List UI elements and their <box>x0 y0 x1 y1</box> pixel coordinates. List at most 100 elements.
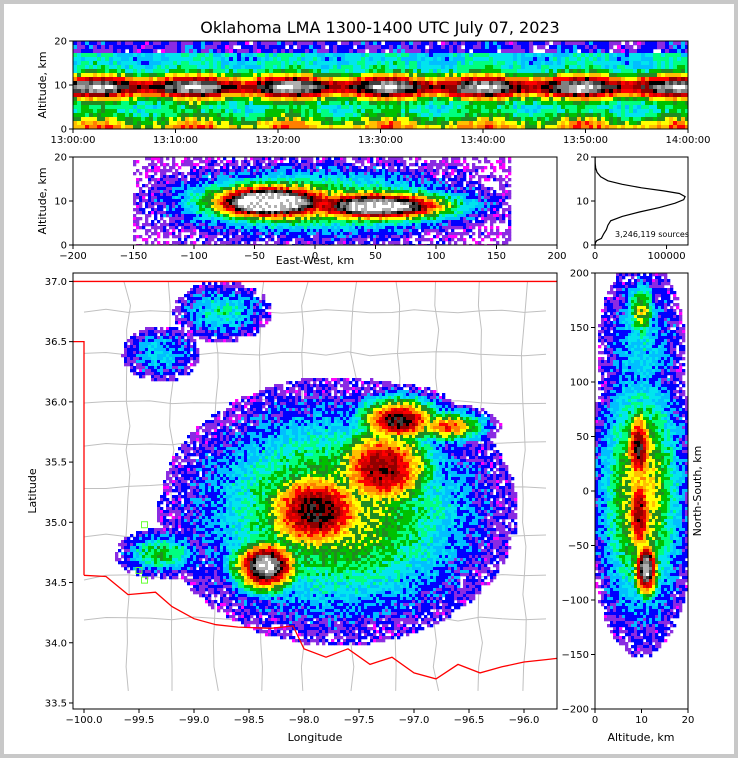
density-cell <box>285 61 290 66</box>
density-cell <box>478 187 482 191</box>
density-cell <box>497 81 502 86</box>
density-cell <box>448 187 452 191</box>
density-cell <box>136 184 140 188</box>
density-cell <box>293 65 298 70</box>
density-cell <box>341 113 346 118</box>
density-cell <box>331 190 335 194</box>
density-cell <box>325 181 329 185</box>
density-cell <box>277 69 282 74</box>
density-cell <box>175 196 179 200</box>
density-cell <box>505 85 510 90</box>
density-cell <box>271 196 275 200</box>
density-cell <box>265 109 270 114</box>
density-cell <box>653 69 658 74</box>
density-cell <box>349 117 354 122</box>
density-cell <box>197 121 202 126</box>
density-cell <box>283 157 287 161</box>
density-cell <box>313 105 318 110</box>
density-cell <box>489 57 494 62</box>
density-cell <box>245 77 250 82</box>
density-cell <box>261 85 266 90</box>
density-cell <box>501 45 506 50</box>
density-cell <box>484 193 488 197</box>
density-cell <box>341 41 346 46</box>
density-cell <box>357 57 362 62</box>
density-cell <box>208 157 212 161</box>
density-cell <box>533 125 538 129</box>
density-cell <box>333 57 338 62</box>
density-cell <box>405 57 410 62</box>
density-cell <box>499 160 503 164</box>
density-cell <box>645 101 650 106</box>
density-cell <box>525 61 530 66</box>
density-cell <box>549 89 554 94</box>
density-cell <box>177 73 182 78</box>
density-cell <box>304 190 308 194</box>
density-cell <box>280 163 284 167</box>
density-cell <box>553 41 558 46</box>
density-cell <box>629 85 634 90</box>
density-cell <box>298 190 302 194</box>
density-cell <box>160 178 164 182</box>
density-cell <box>217 73 222 78</box>
density-cell <box>273 93 278 98</box>
density-cell <box>661 57 666 62</box>
density-cell <box>145 97 150 102</box>
density-cell <box>489 109 494 114</box>
density-cell <box>283 190 287 194</box>
density-cell <box>609 89 614 94</box>
density-cell <box>549 101 554 106</box>
density-cell <box>177 105 182 110</box>
density-cell <box>241 93 246 98</box>
density-cell <box>181 109 186 114</box>
density-cell <box>289 93 294 98</box>
density-cell <box>633 49 638 54</box>
density-cell <box>629 89 634 94</box>
density-cell <box>253 113 258 118</box>
density-cell <box>77 105 82 110</box>
density-cell <box>585 61 590 66</box>
density-cell <box>160 175 164 179</box>
density-cell <box>133 117 138 122</box>
density-cell <box>172 178 176 182</box>
density-cell <box>257 85 262 90</box>
density-cell <box>229 105 234 110</box>
density-cell <box>117 45 122 50</box>
density-cell <box>77 81 82 86</box>
density-cell <box>357 93 362 98</box>
density-cell <box>437 57 442 62</box>
density-cell <box>513 93 518 98</box>
density-cell <box>517 81 522 86</box>
density-cell <box>221 77 226 82</box>
density-cell <box>451 196 455 200</box>
density-cell <box>533 69 538 74</box>
density-cell <box>331 169 335 173</box>
density-cell <box>289 157 293 161</box>
density-cell <box>190 184 194 188</box>
density-cell <box>307 181 311 185</box>
density-cell <box>361 160 365 164</box>
density-cell <box>405 61 410 66</box>
density-cell <box>441 65 446 70</box>
density-cell <box>421 166 425 170</box>
density-cell <box>136 178 140 182</box>
density-cell <box>373 178 377 182</box>
density-cell <box>292 172 296 176</box>
density-cell <box>208 184 212 188</box>
density-cell <box>309 121 314 126</box>
density-cell <box>465 121 470 126</box>
density-cell <box>497 53 502 58</box>
density-cell <box>353 101 358 106</box>
density-cell <box>493 57 498 62</box>
density-cell <box>313 172 317 176</box>
density-cell <box>235 199 239 203</box>
density-cell <box>621 81 626 86</box>
density-cell <box>289 172 293 176</box>
density-cell <box>345 105 350 110</box>
density-cell <box>193 181 197 185</box>
density-cell <box>337 196 341 200</box>
density-cell <box>217 125 222 129</box>
density-cell <box>473 81 478 86</box>
density-cell <box>391 178 395 182</box>
density-cell <box>681 89 686 94</box>
